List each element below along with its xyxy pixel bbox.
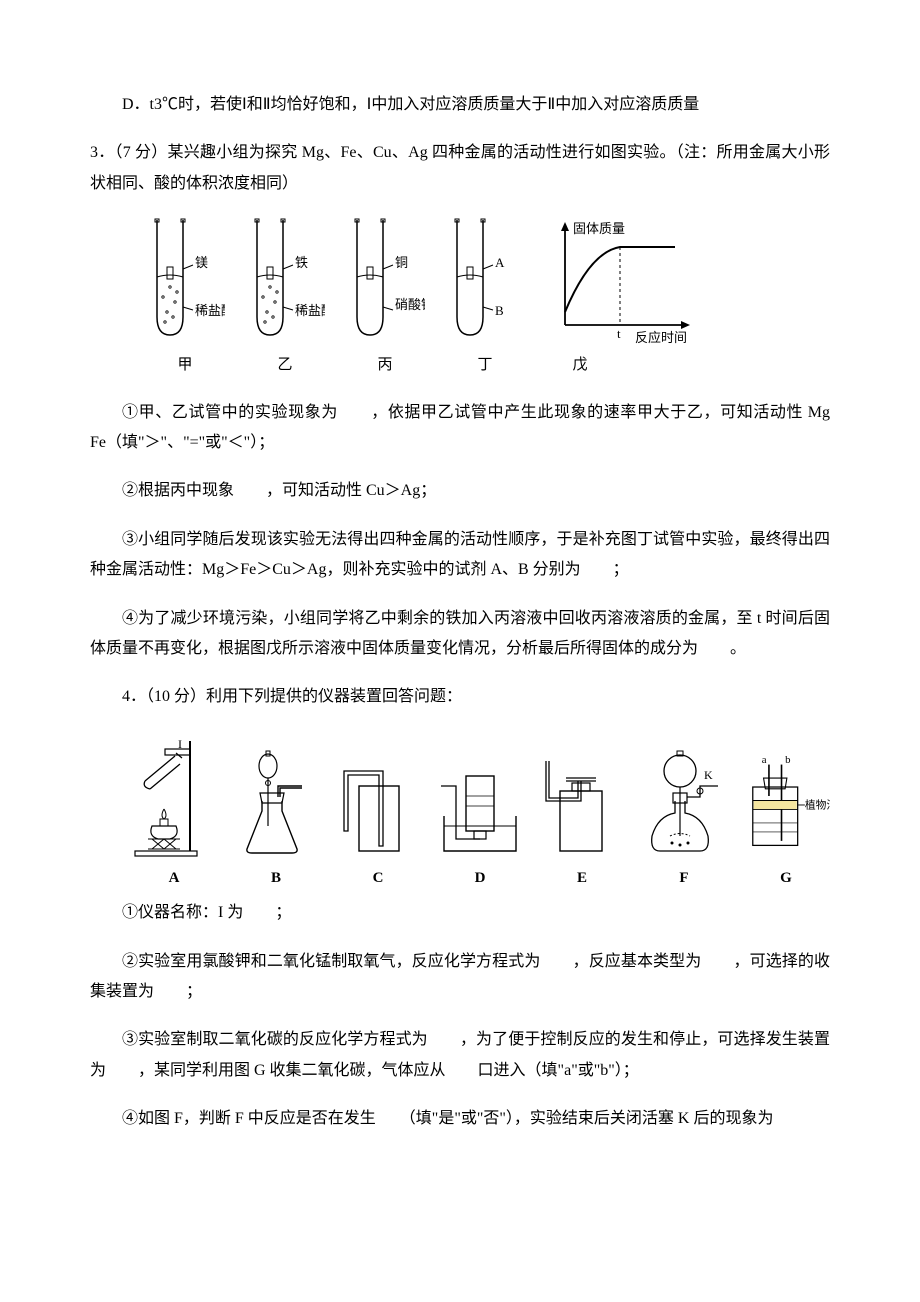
apparatus-c-svg [334, 731, 422, 861]
graph-x-label: 反应时间 [635, 330, 687, 345]
q4-sub2: ②实验室用氯酸钾和二氧化锰制取氧气，反应化学方程式为 ，反应基本类型为 ，可选择… [90, 947, 830, 1008]
apparatus-g-oil-label: 植物油 [805, 798, 830, 811]
tube-ding: A B 丁 [440, 217, 530, 380]
graph-t-label: t [617, 326, 621, 341]
q4-stem: 4．（10 分）利用下列提供的仪器装置回答问题： [90, 682, 830, 712]
apparatus-f-label: F [679, 864, 688, 893]
apparatus-e: E [538, 731, 626, 893]
apparatus-g-label-b: b [785, 754, 790, 766]
tube-yi-top-label: 铁 [295, 255, 308, 270]
q3-stem: 3．（7 分）某兴趣小组为探究 Mg、Fe、Cu、Ag 四种金属的活动性进行如图… [90, 138, 830, 199]
apparatus-a-label: A [169, 864, 180, 893]
apparatus-a-svg: I [130, 731, 218, 861]
q4-apparatus-row: I A B [130, 731, 830, 893]
tube-bing-top-label: 铜 [395, 255, 408, 270]
graph-wu-name: 戊 [572, 351, 587, 380]
q3-sub4: ④为了减少环境污染，小组同学将乙中剩余的铁加入丙溶液中回收丙溶液溶质的金属，至 … [90, 604, 830, 665]
apparatus-d: D [436, 731, 524, 893]
apparatus-e-label: E [577, 864, 587, 893]
q2-option-d: D．t3℃时，若使Ⅰ和Ⅱ均恰好饱和，Ⅰ中加入对应溶质质量大于Ⅱ中加入对应溶质质量 [90, 90, 830, 120]
tube-jia-name: 甲 [177, 351, 192, 380]
apparatus-c: C [334, 731, 422, 893]
apparatus-f-svg: K [640, 731, 728, 861]
tube-jia-bottom-label: 稀盐酸 [195, 303, 225, 318]
apparatus-g-label-a: a [762, 754, 767, 766]
apparatus-g-svg: a b 植物油 [742, 731, 830, 861]
tube-ding-top-label: A [495, 255, 505, 270]
q4-sub3: ③实验室制取二氧化碳的反应化学方程式为 ，为了便于控制反应的发生和停止，可选择发… [90, 1025, 830, 1086]
apparatus-g-label: G [780, 864, 792, 893]
tube-ding-name: 丁 [477, 351, 492, 380]
apparatus-g: a b 植物油 G [742, 731, 830, 893]
apparatus-b: B [232, 731, 320, 893]
tube-jia: 镁 稀盐酸 甲 [140, 217, 230, 380]
q4-sub1: ①仪器名称：I 为 ； [90, 898, 830, 928]
tube-bing-bottom-label: 硝酸银溶液 [395, 297, 425, 312]
graph-y-label: 固体质量 [573, 221, 625, 236]
tube-yi-name: 乙 [277, 351, 292, 380]
tube-jia-top-label: 镁 [195, 255, 208, 270]
apparatus-d-label: D [475, 864, 486, 893]
tube-bing: 铜 硝酸银溶液 丙 [340, 217, 430, 380]
tube-yi-bottom-label: 稀盐酸 [295, 303, 325, 318]
apparatus-b-svg [232, 731, 320, 861]
q3-figure-row: 镁 稀盐酸 甲 铁 稀盐酸 乙 [140, 217, 830, 380]
q4-sub4: ④如图 F，判断 F 中反应是否在发生 （填"是"或"否"），实验结束后关闭活塞… [90, 1104, 830, 1134]
graph-wu: 固体质量 反应时间 t 戊 [540, 217, 700, 380]
tube-yi-svg: 铁 稀盐酸 [245, 217, 325, 347]
apparatus-f: K F [640, 731, 728, 893]
apparatus-e-svg [538, 731, 626, 861]
tube-ding-svg: A B [445, 217, 525, 347]
tube-bing-svg: 铜 硝酸银溶液 [345, 217, 425, 347]
graph-wu-svg: 固体质量 反应时间 t [540, 217, 700, 347]
tube-yi: 铁 稀盐酸 乙 [240, 217, 330, 380]
apparatus-a-label-i: I [178, 737, 182, 751]
q3-sub3: ③小组同学随后发现该实验无法得出四种金属的活动性顺序，于是补充图丁试管中实验，最… [90, 525, 830, 586]
tube-bing-name: 丙 [377, 351, 392, 380]
q3-sub1: ①甲、乙试管中的实验现象为 ，依据甲乙试管中产生此现象的速率甲大于乙，可知活动性… [90, 398, 830, 459]
apparatus-c-label: C [373, 864, 384, 893]
tube-ding-bottom-label: B [495, 303, 504, 318]
q3-sub2: ②根据丙中现象 ，可知活动性 Cu＞Ag； [90, 476, 830, 506]
apparatus-b-label: B [271, 864, 281, 893]
apparatus-a: I A [130, 731, 218, 893]
apparatus-d-svg [436, 731, 524, 861]
apparatus-f-label-k: K [704, 768, 713, 782]
tube-jia-svg: 镁 稀盐酸 [145, 217, 225, 347]
